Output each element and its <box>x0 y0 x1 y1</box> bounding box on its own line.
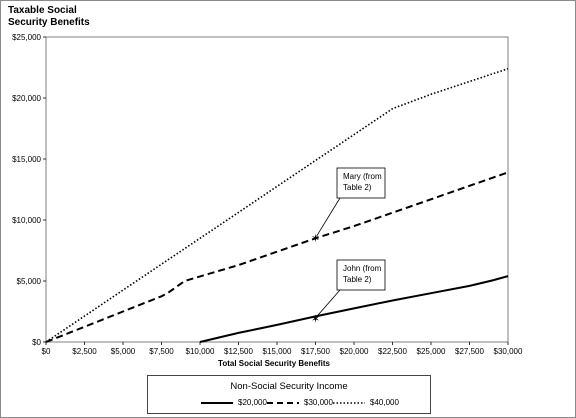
series-line-dashed <box>45 171 509 343</box>
y-tick-label: $10,000 <box>12 216 41 225</box>
axes-layer: $0 $2,500 $5,000 $7,500 $10,000 $12,500 $15,00… <box>12 33 523 356</box>
y-tick-label: $0 <box>32 338 41 347</box>
x-tick-label: $22,500 <box>378 347 407 356</box>
x-tick-label: $5,000 <box>111 347 136 356</box>
callout-text: Table 2) <box>343 275 372 284</box>
callout-leader <box>316 289 341 318</box>
series-layer <box>45 67 509 343</box>
x-tick-label: $10,000 <box>186 347 215 356</box>
chart-title: Taxable Social Security Benefits <box>8 5 90 28</box>
x-tick-label: $20,000 <box>340 347 369 356</box>
plot-area-border <box>45 36 509 343</box>
legend-swatch-dashed <box>267 402 299 404</box>
x-tick-label: $0 <box>42 347 51 356</box>
annotation-layer: Mary (from Table 2) ✶ John (from Table 2) ✶ <box>311 167 386 325</box>
legend-swatch-solid <box>201 402 233 404</box>
x-tick-label: $25,000 <box>417 347 446 356</box>
callout-box <box>336 259 386 291</box>
legend-title: Non-Social Security Income <box>230 381 348 392</box>
x-tick-label: $7,500 <box>149 347 174 356</box>
x-tick-label: $17,500 <box>301 347 330 356</box>
callout-leader <box>316 197 341 237</box>
x-tick-label: $2,500 <box>72 347 97 356</box>
x-tick-label: $30,000 <box>494 347 523 356</box>
y-tick-label: $20,000 <box>12 94 41 103</box>
y-tick-label: $15,000 <box>12 155 41 164</box>
x-tick-label: $27,500 <box>455 347 484 356</box>
callout-text: Mary (from <box>343 172 382 181</box>
x-tick-label: $15,000 <box>263 347 292 356</box>
y-tick-label: $5,000 <box>17 277 42 286</box>
series-line-dotted <box>45 67 509 343</box>
callout-box <box>336 167 386 199</box>
callout-text: Table 2) <box>343 183 372 192</box>
callout-text: John (from <box>343 264 382 273</box>
legend-swatch-dotted <box>333 402 365 404</box>
star-marker-icon: ✶ <box>311 232 320 245</box>
y-tick-label: $25,000 <box>12 33 41 42</box>
legend-label: $30,000 <box>304 398 333 407</box>
star-marker-icon: ✶ <box>311 312 320 325</box>
series-line-solid <box>199 275 509 343</box>
x-axis-title: Total Social Security Benefits <box>218 359 330 368</box>
legend-label: $40,000 <box>370 398 399 407</box>
legend-label: $20,000 <box>238 398 267 407</box>
legend: Non-Social Security Income $20,000 $30,0… <box>147 375 431 414</box>
x-tick-label: $12,500 <box>224 347 253 356</box>
